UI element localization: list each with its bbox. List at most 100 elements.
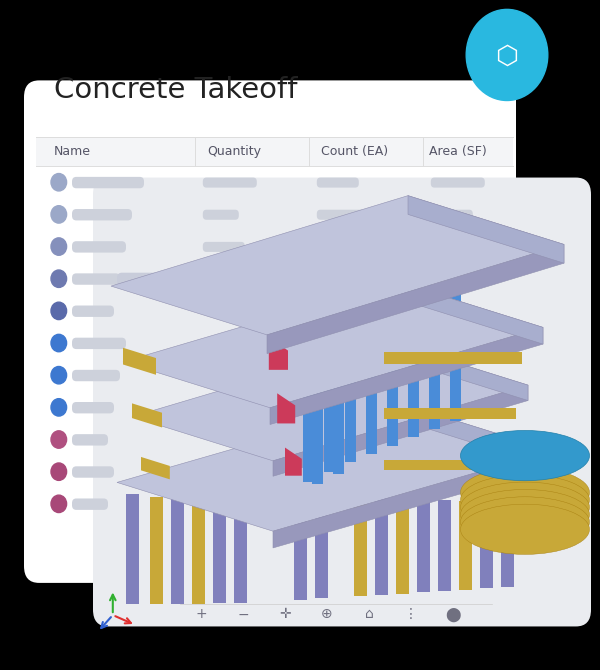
- Circle shape: [466, 9, 548, 100]
- Bar: [324, 315, 335, 472]
- Text: ✛: ✛: [279, 608, 291, 621]
- Text: ⬤: ⬤: [445, 607, 461, 622]
- Polygon shape: [273, 451, 552, 548]
- Bar: [315, 494, 328, 598]
- FancyBboxPatch shape: [72, 177, 144, 188]
- Circle shape: [51, 399, 67, 416]
- Bar: [408, 291, 419, 437]
- Polygon shape: [267, 245, 564, 354]
- Bar: [384, 352, 522, 364]
- Circle shape: [51, 334, 67, 352]
- Bar: [387, 298, 398, 446]
- Bar: [417, 500, 430, 592]
- Polygon shape: [273, 385, 528, 476]
- Ellipse shape: [461, 504, 589, 555]
- Bar: [192, 500, 205, 604]
- Ellipse shape: [461, 482, 589, 532]
- Circle shape: [51, 302, 67, 320]
- Bar: [312, 326, 323, 484]
- Text: ⌂: ⌂: [365, 608, 373, 621]
- Bar: [234, 502, 247, 603]
- FancyBboxPatch shape: [203, 210, 239, 220]
- Bar: [375, 498, 388, 595]
- Text: ⬡: ⬡: [496, 44, 518, 69]
- Bar: [396, 500, 409, 594]
- Circle shape: [51, 366, 67, 384]
- Bar: [303, 325, 314, 482]
- FancyBboxPatch shape: [203, 242, 245, 252]
- Bar: [294, 494, 307, 600]
- Text: −: −: [237, 608, 249, 621]
- Bar: [345, 308, 356, 462]
- Text: +: +: [195, 608, 207, 621]
- FancyBboxPatch shape: [317, 242, 347, 252]
- Polygon shape: [277, 393, 295, 423]
- Polygon shape: [396, 281, 543, 344]
- Circle shape: [51, 431, 67, 448]
- Ellipse shape: [461, 431, 589, 481]
- Text: Concrete Takeoff: Concrete Takeoff: [54, 76, 298, 104]
- FancyBboxPatch shape: [72, 273, 120, 285]
- Ellipse shape: [461, 468, 589, 517]
- Bar: [459, 501, 472, 590]
- Polygon shape: [123, 281, 543, 408]
- Bar: [438, 500, 451, 591]
- Bar: [429, 285, 440, 429]
- FancyBboxPatch shape: [317, 178, 359, 188]
- Polygon shape: [132, 341, 528, 461]
- FancyBboxPatch shape: [431, 242, 479, 252]
- Polygon shape: [123, 348, 156, 375]
- Bar: [384, 460, 510, 470]
- Text: Area (SF): Area (SF): [429, 145, 487, 158]
- FancyBboxPatch shape: [117, 273, 273, 286]
- Polygon shape: [408, 196, 564, 263]
- Polygon shape: [285, 448, 302, 476]
- Polygon shape: [117, 402, 552, 531]
- Bar: [450, 280, 461, 421]
- Circle shape: [51, 174, 67, 191]
- Bar: [150, 497, 163, 604]
- FancyBboxPatch shape: [72, 338, 126, 349]
- Polygon shape: [396, 402, 552, 468]
- Polygon shape: [111, 196, 564, 335]
- Ellipse shape: [461, 489, 589, 540]
- FancyBboxPatch shape: [72, 209, 132, 220]
- Bar: [354, 496, 367, 596]
- Bar: [213, 501, 226, 603]
- FancyBboxPatch shape: [72, 466, 114, 478]
- Polygon shape: [270, 328, 543, 425]
- FancyBboxPatch shape: [203, 178, 257, 188]
- Text: ⊕: ⊕: [321, 608, 333, 621]
- Bar: [333, 319, 344, 474]
- FancyBboxPatch shape: [72, 402, 114, 413]
- Circle shape: [51, 206, 67, 223]
- Ellipse shape: [461, 474, 589, 525]
- FancyBboxPatch shape: [431, 178, 485, 188]
- FancyBboxPatch shape: [431, 210, 473, 220]
- Bar: [126, 494, 139, 604]
- Circle shape: [51, 495, 67, 513]
- Bar: [171, 498, 184, 604]
- Bar: [366, 304, 377, 454]
- Bar: [501, 503, 514, 587]
- Text: Name: Name: [54, 145, 91, 158]
- Polygon shape: [132, 403, 162, 427]
- Circle shape: [51, 270, 67, 287]
- Polygon shape: [387, 341, 528, 401]
- Circle shape: [51, 238, 67, 255]
- FancyBboxPatch shape: [203, 274, 257, 284]
- Circle shape: [51, 463, 67, 480]
- FancyBboxPatch shape: [72, 434, 108, 446]
- Text: ⋮: ⋮: [404, 608, 418, 621]
- FancyBboxPatch shape: [506, 230, 517, 255]
- Text: Quantity: Quantity: [207, 145, 261, 158]
- Bar: [36, 137, 513, 166]
- Polygon shape: [141, 457, 170, 479]
- Bar: [384, 408, 516, 419]
- Polygon shape: [269, 338, 288, 370]
- Bar: [480, 501, 493, 588]
- FancyBboxPatch shape: [93, 178, 591, 626]
- FancyBboxPatch shape: [72, 306, 114, 317]
- FancyBboxPatch shape: [72, 370, 120, 381]
- FancyBboxPatch shape: [72, 498, 108, 510]
